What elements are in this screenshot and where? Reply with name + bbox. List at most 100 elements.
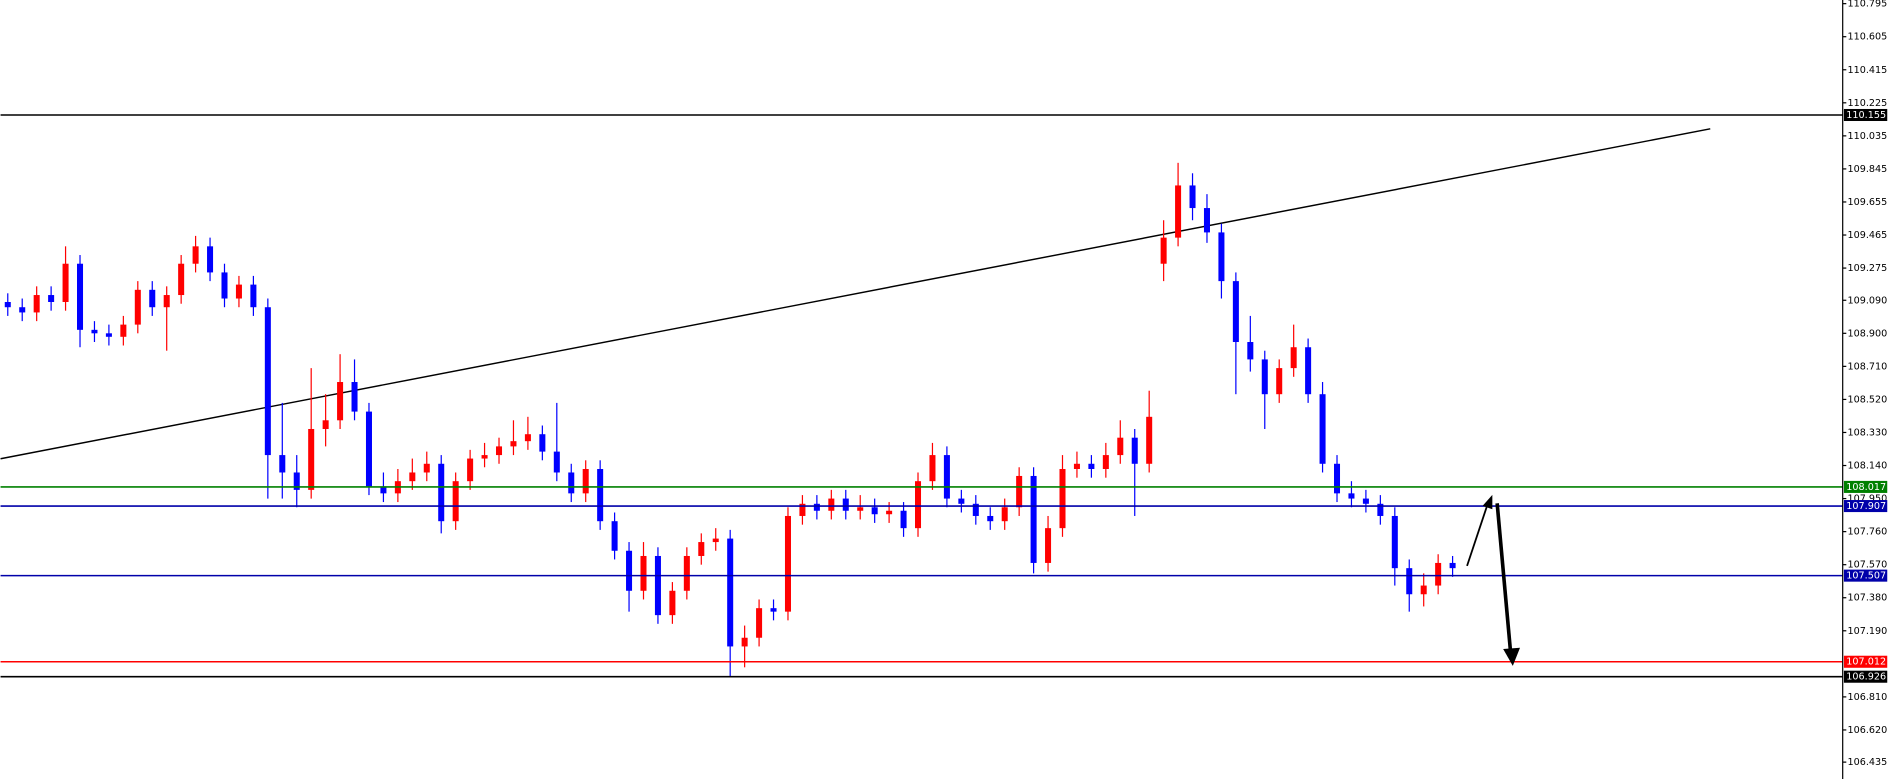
candle-body [727,538,734,647]
candle-body [207,246,214,273]
candle-body [380,486,387,494]
candle-body [741,637,748,647]
candle-body [105,333,112,337]
candle-body [813,503,820,511]
candle-body [900,510,907,529]
trend-line [0,128,1711,460]
y-tick-label: 107.380 [1848,593,1888,604]
level-label-box [1843,670,1888,683]
candle-body [1059,469,1066,529]
level-label-box [1843,569,1888,582]
y-tick-label: 110.225 [1848,98,1888,109]
arrow-down-head [1503,647,1521,666]
candle-body [120,324,127,337]
candle-body [568,472,575,494]
y-tick-label: 108.140 [1848,461,1888,472]
y-tick-label: 107.190 [1848,626,1888,637]
candle-body [19,307,26,313]
candle-body [1218,232,1225,282]
candle-body [972,503,979,516]
candle-body [1117,437,1124,456]
y-tick-label: 107.760 [1848,527,1888,538]
candle-body [611,521,618,551]
candle-body [842,498,849,511]
candle-body [1160,237,1167,264]
candle-body [654,555,661,616]
candle-body [871,507,878,515]
candle-body [178,263,185,296]
candle-body [799,503,806,516]
y-tick-label: 109.275 [1848,263,1888,274]
y-tick-label: 110.795 [1848,0,1888,10]
candle-body [1348,493,1355,499]
arrow-up-head [1482,494,1493,510]
candle-body [1435,562,1442,586]
candle-body [857,507,864,511]
candle-body [365,411,372,487]
candle-body [1334,463,1341,494]
candle-body [524,434,531,442]
level-label-box [1843,480,1888,493]
candle-body [1362,498,1369,504]
candle-body [1232,281,1239,343]
candle-body [250,284,257,308]
level-label-box [1843,108,1888,122]
candle-body [1045,528,1052,563]
candle-body [308,428,315,490]
candle-body [886,510,893,515]
candle-body [1247,342,1254,360]
candle-body [337,382,344,421]
candle-body [134,289,141,325]
candle-body [958,498,965,504]
candle-body [1088,463,1095,470]
candle-body [828,498,835,511]
candle-body [149,289,156,308]
candle-body [496,446,503,456]
candle-body [1305,347,1312,395]
axis-labels: 110.795 110.605 110.415 110.225 110.035 109.8… [1842,0,1888,768]
plot-area [0,114,1843,678]
y-tick-label: 110.415 [1848,65,1888,76]
y-tick-label: 108.330 [1848,427,1888,438]
candle-body [293,472,300,490]
candle-body [1406,568,1413,595]
candle-body [423,463,430,473]
candle-body [1189,185,1196,209]
candle-body [1276,368,1283,395]
candle-body [1391,515,1398,569]
y-tick-label: 106.435 [1848,757,1888,768]
y-tick-label: 109.090 [1848,295,1888,306]
level-label: 107.507 [1846,571,1886,582]
candle-body [1319,394,1326,464]
candle-body [712,538,719,543]
candle-body [452,481,459,522]
candle-body [1377,503,1384,516]
candle-body [163,295,170,308]
candle-body [1261,359,1268,395]
candle-body [640,555,647,591]
y-tick-label: 106.620 [1848,725,1888,736]
candle-body [77,263,84,330]
candle-body [409,472,416,482]
y-tick-label: 109.845 [1848,164,1888,175]
candle-body [1131,437,1138,464]
y-tick-label: 106.810 [1848,692,1888,703]
candle-body [1175,185,1182,238]
arrow-up [1466,500,1490,567]
candle-body [438,463,445,522]
candle-body [770,608,777,612]
candle-body [929,455,936,482]
candle-body [582,469,589,494]
candle-body [1290,347,1297,369]
candle-body [264,307,271,456]
arrow-down [1495,503,1513,651]
candle-body [1016,475,1023,508]
level-label: 110.155 [1846,110,1886,121]
level-label: 107.012 [1846,657,1886,668]
y-tick-label: 108.900 [1848,328,1888,339]
candle-body [1420,585,1427,595]
candle-body [756,608,763,638]
candle-body [683,555,690,591]
